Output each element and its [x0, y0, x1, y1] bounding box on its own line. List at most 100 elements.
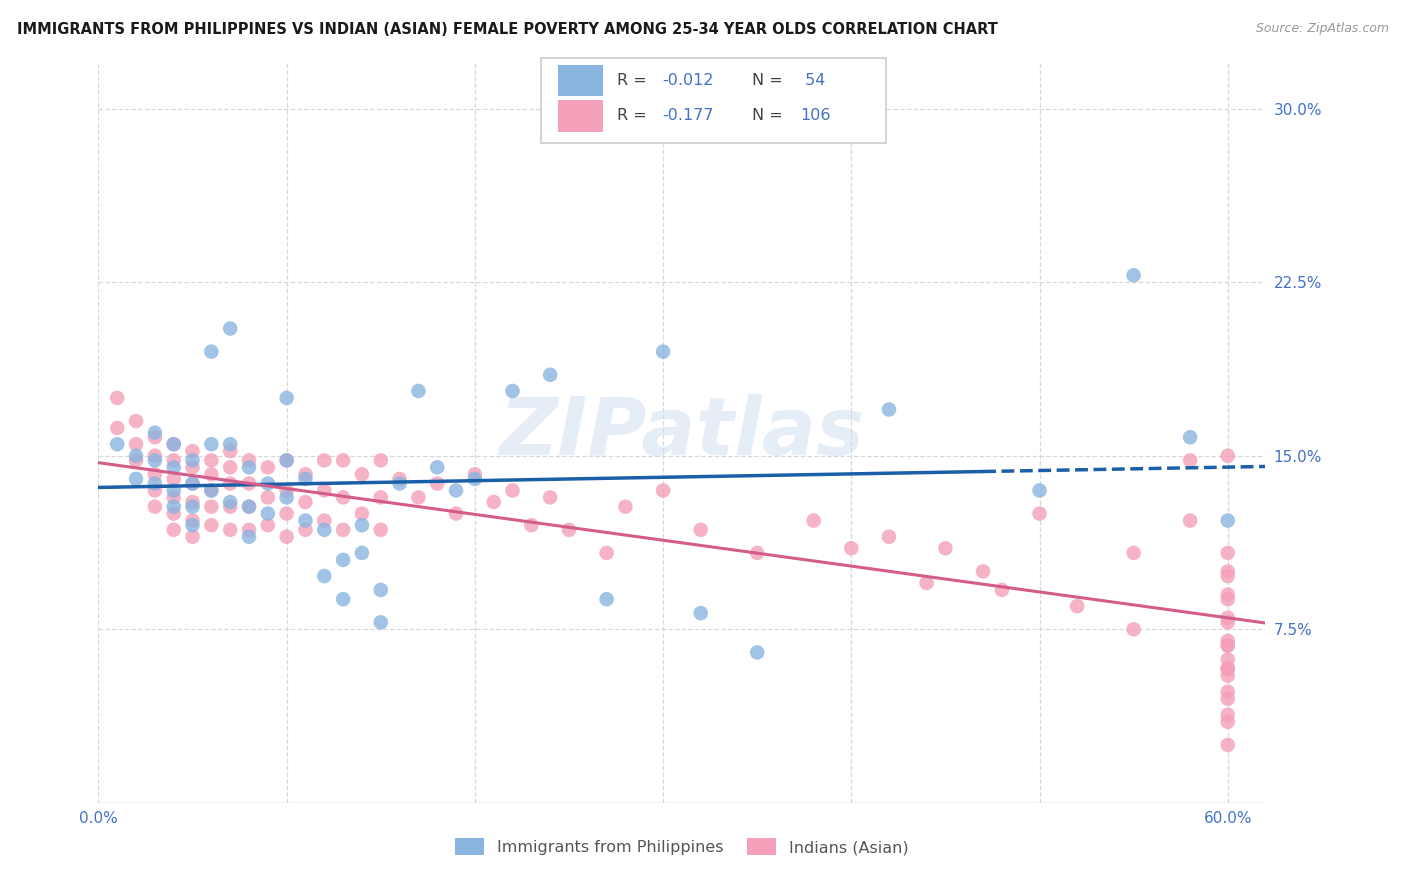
- Point: [332, 453, 354, 467]
- Point: [1216, 514, 1239, 528]
- Text: IMMIGRANTS FROM PHILIPPINES VS INDIAN (ASIAN) FEMALE POVERTY AMONG 25-34 YEAR OL: IMMIGRANTS FROM PHILIPPINES VS INDIAN (A…: [17, 22, 998, 37]
- Point: [314, 453, 336, 467]
- Point: [105, 421, 128, 435]
- Point: [1122, 546, 1144, 560]
- Point: [1216, 738, 1239, 752]
- Point: [256, 491, 278, 505]
- Point: [1216, 714, 1239, 729]
- Point: [1028, 507, 1050, 521]
- Point: [1216, 633, 1239, 648]
- Text: R =: R =: [617, 109, 652, 123]
- Point: [370, 615, 392, 630]
- Point: [125, 414, 148, 428]
- Point: [482, 495, 505, 509]
- Point: [464, 472, 486, 486]
- Point: [163, 453, 186, 467]
- Point: [276, 391, 298, 405]
- Point: [163, 500, 186, 514]
- Point: [1216, 662, 1239, 676]
- Point: [219, 444, 242, 458]
- Point: [256, 507, 278, 521]
- Text: N =: N =: [752, 109, 789, 123]
- Point: [595, 592, 617, 607]
- Point: [332, 491, 354, 505]
- Text: R =: R =: [617, 73, 652, 87]
- Point: [689, 606, 711, 620]
- Point: [219, 437, 242, 451]
- Point: [350, 518, 373, 533]
- Point: [294, 523, 316, 537]
- Point: [614, 500, 637, 514]
- Point: [125, 437, 148, 451]
- Point: [595, 546, 617, 560]
- Point: [538, 368, 561, 382]
- Point: [163, 437, 186, 451]
- Point: [1216, 569, 1239, 583]
- Point: [181, 453, 204, 467]
- Point: [276, 453, 298, 467]
- Point: [200, 518, 222, 533]
- Legend: Immigrants from Philippines, Indians (Asian): Immigrants from Philippines, Indians (As…: [449, 832, 915, 862]
- Point: [256, 518, 278, 533]
- Point: [915, 576, 938, 591]
- Point: [163, 507, 186, 521]
- Point: [256, 476, 278, 491]
- Point: [314, 569, 336, 583]
- Point: [558, 523, 581, 537]
- Point: [1216, 565, 1239, 579]
- Point: [877, 402, 900, 417]
- Text: Source: ZipAtlas.com: Source: ZipAtlas.com: [1256, 22, 1389, 36]
- Point: [538, 491, 561, 505]
- Point: [1216, 546, 1239, 560]
- Point: [294, 467, 316, 482]
- Point: [502, 483, 524, 498]
- Point: [143, 453, 166, 467]
- Text: ZIPatlas: ZIPatlas: [499, 393, 865, 472]
- Point: [181, 460, 204, 475]
- Point: [350, 546, 373, 560]
- Point: [839, 541, 862, 556]
- Point: [276, 530, 298, 544]
- Point: [652, 344, 675, 359]
- Point: [408, 384, 430, 398]
- Point: [388, 476, 411, 491]
- Point: [689, 523, 711, 537]
- Point: [1216, 639, 1239, 653]
- Point: [219, 495, 242, 509]
- Point: [238, 523, 260, 537]
- Point: [314, 523, 336, 537]
- Point: [181, 495, 204, 509]
- Point: [200, 483, 222, 498]
- Text: 54: 54: [800, 73, 825, 87]
- Point: [1216, 707, 1239, 722]
- Point: [238, 460, 260, 475]
- Point: [444, 507, 467, 521]
- Point: [464, 467, 486, 482]
- Point: [238, 476, 260, 491]
- Point: [200, 344, 222, 359]
- Point: [1216, 592, 1239, 607]
- Point: [877, 530, 900, 544]
- Point: [1216, 652, 1239, 666]
- Point: [1178, 430, 1201, 444]
- Text: -0.177: -0.177: [662, 109, 714, 123]
- Point: [163, 472, 186, 486]
- Point: [163, 483, 186, 498]
- Point: [200, 453, 222, 467]
- Point: [1178, 514, 1201, 528]
- Point: [1216, 662, 1239, 676]
- Point: [1216, 449, 1239, 463]
- Point: [163, 460, 186, 475]
- Point: [163, 523, 186, 537]
- Point: [219, 500, 242, 514]
- Point: [143, 425, 166, 440]
- Point: [276, 507, 298, 521]
- Point: [426, 476, 449, 491]
- Point: [934, 541, 956, 556]
- Point: [747, 546, 769, 560]
- Point: [105, 437, 128, 451]
- Point: [1216, 662, 1239, 676]
- Point: [276, 453, 298, 467]
- Point: [1122, 622, 1144, 636]
- Point: [200, 483, 222, 498]
